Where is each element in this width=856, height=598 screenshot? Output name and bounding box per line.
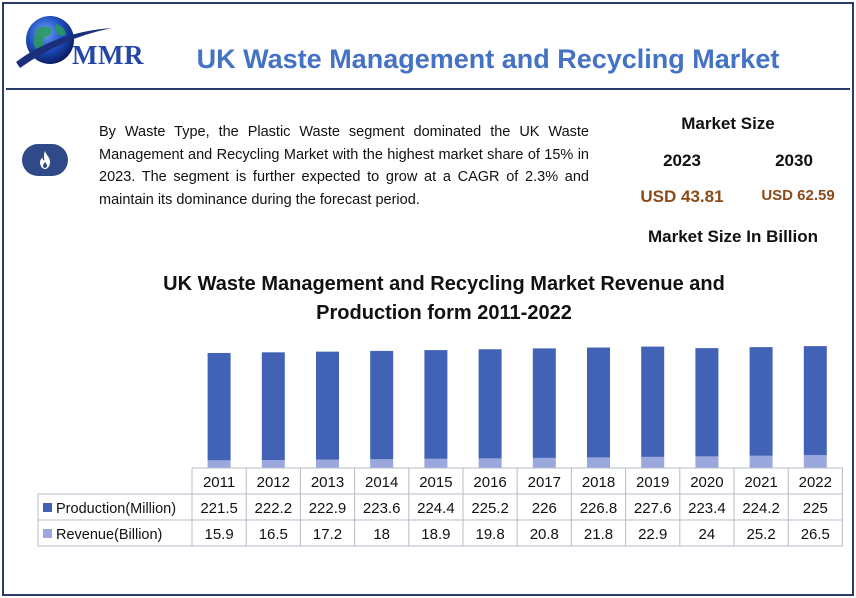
production-value-2015: 224.4 — [417, 500, 455, 517]
legend-swatch-production — [43, 503, 52, 512]
bar-production-2012 — [261, 352, 285, 461]
market-size-year-end: 2030 — [775, 151, 813, 170]
market-size-value-end: USD 62.59 — [761, 187, 835, 204]
category-label-2011: 2011 — [203, 474, 235, 491]
category-label-2019: 2019 — [636, 474, 669, 491]
bar-production-2018 — [587, 347, 610, 458]
summary-text: By Waste Type, the Plastic Waste segment… — [99, 124, 589, 208]
production-value-2017: 226 — [532, 500, 557, 517]
revenue-value-2019: 22.9 — [638, 526, 667, 543]
production-value-2022: 225 — [803, 500, 828, 517]
production-value-2021: 224.2 — [742, 500, 780, 517]
legend-label-revenue: Revenue(Billion) — [56, 527, 162, 543]
bar-production-2015 — [424, 350, 448, 459]
logo-text: MMR — [72, 40, 144, 70]
revenue-value-2014: 18 — [373, 526, 390, 543]
category-label-2021: 2021 — [744, 474, 777, 491]
fire-icon — [40, 151, 50, 169]
production-value-2018: 226.8 — [580, 500, 618, 517]
chart-title: UK Waste Management and Recycling Market… — [110, 270, 778, 328]
production-value-2019: 227.6 — [634, 500, 672, 517]
bar-production-2020 — [695, 348, 719, 457]
legend-swatch-revenue — [43, 529, 52, 538]
revenue-value-2011: 15.9 — [204, 526, 233, 543]
fire-badge — [22, 144, 68, 176]
revenue-value-2012: 16.5 — [259, 526, 288, 543]
category-label-2022: 2022 — [799, 474, 832, 491]
bar-revenue-2012 — [261, 460, 285, 468]
category-label-2018: 2018 — [582, 474, 615, 491]
production-value-2011: 221.5 — [200, 500, 238, 517]
bar-revenue-2021 — [749, 455, 773, 468]
category-label-2020: 2020 — [690, 474, 723, 491]
revenue-value-2021: 25.2 — [746, 526, 775, 543]
category-label-2015: 2015 — [419, 474, 452, 491]
bar-production-2022 — [803, 346, 827, 456]
bar-production-2021 — [749, 347, 773, 456]
bar-revenue-2020 — [695, 456, 719, 468]
revenue-value-2016: 19.8 — [475, 526, 504, 543]
bar-production-2013 — [316, 351, 339, 460]
bar-revenue-2018 — [587, 457, 610, 468]
bar-revenue-2016 — [478, 458, 502, 468]
production-value-2013: 222.9 — [309, 500, 347, 517]
production-value-2016: 225.2 — [471, 500, 509, 517]
revenue-value-2017: 20.8 — [530, 526, 559, 543]
bar-revenue-2015 — [424, 458, 448, 468]
globe-logo-icon — [16, 16, 112, 68]
bar-production-2017 — [532, 348, 556, 458]
category-label-2013: 2013 — [311, 474, 344, 491]
revenue-value-2018: 21.8 — [584, 526, 613, 543]
production-value-2012: 222.2 — [255, 500, 293, 517]
market-size-value-start: USD 43.81 — [640, 187, 724, 206]
market-size-year-start: 2023 — [663, 151, 701, 170]
bar-production-2019 — [641, 346, 665, 457]
market-size-unit: Market Size In Billion — [647, 227, 819, 246]
bar-production-2014 — [370, 350, 394, 460]
header-divider — [6, 88, 850, 90]
bar-production-2011 — [207, 352, 231, 461]
revenue-value-2013: 17.2 — [313, 526, 342, 543]
bar-revenue-2017 — [532, 457, 556, 468]
revenue-value-2022: 26.5 — [801, 526, 830, 543]
production-value-2014: 223.6 — [363, 500, 401, 517]
revenue-value-2020: 24 — [699, 526, 716, 543]
bar-revenue-2013 — [316, 459, 339, 468]
category-label-2012: 2012 — [257, 474, 290, 491]
chart-title-line-1: UK Waste Management and Recycling Market… — [163, 273, 725, 295]
production-value-2020: 223.4 — [688, 500, 726, 517]
bar-revenue-2014 — [370, 459, 394, 468]
bar-production-2016 — [478, 349, 502, 459]
legend-label-production: Production(Million) — [56, 501, 176, 517]
page-title: UK Waste Management and Recycling Market — [196, 44, 780, 74]
bar-revenue-2022 — [803, 455, 827, 468]
bar-revenue-2011 — [207, 460, 231, 468]
category-label-2014: 2014 — [365, 474, 398, 491]
revenue-value-2015: 18.9 — [421, 526, 450, 543]
market-size-title: Market Size — [681, 114, 775, 133]
category-label-2016: 2016 — [473, 474, 506, 491]
bar-revenue-2019 — [641, 456, 665, 468]
chart-title-line-2: Production form 2011-2022 — [316, 302, 572, 324]
category-label-2017: 2017 — [528, 474, 561, 491]
